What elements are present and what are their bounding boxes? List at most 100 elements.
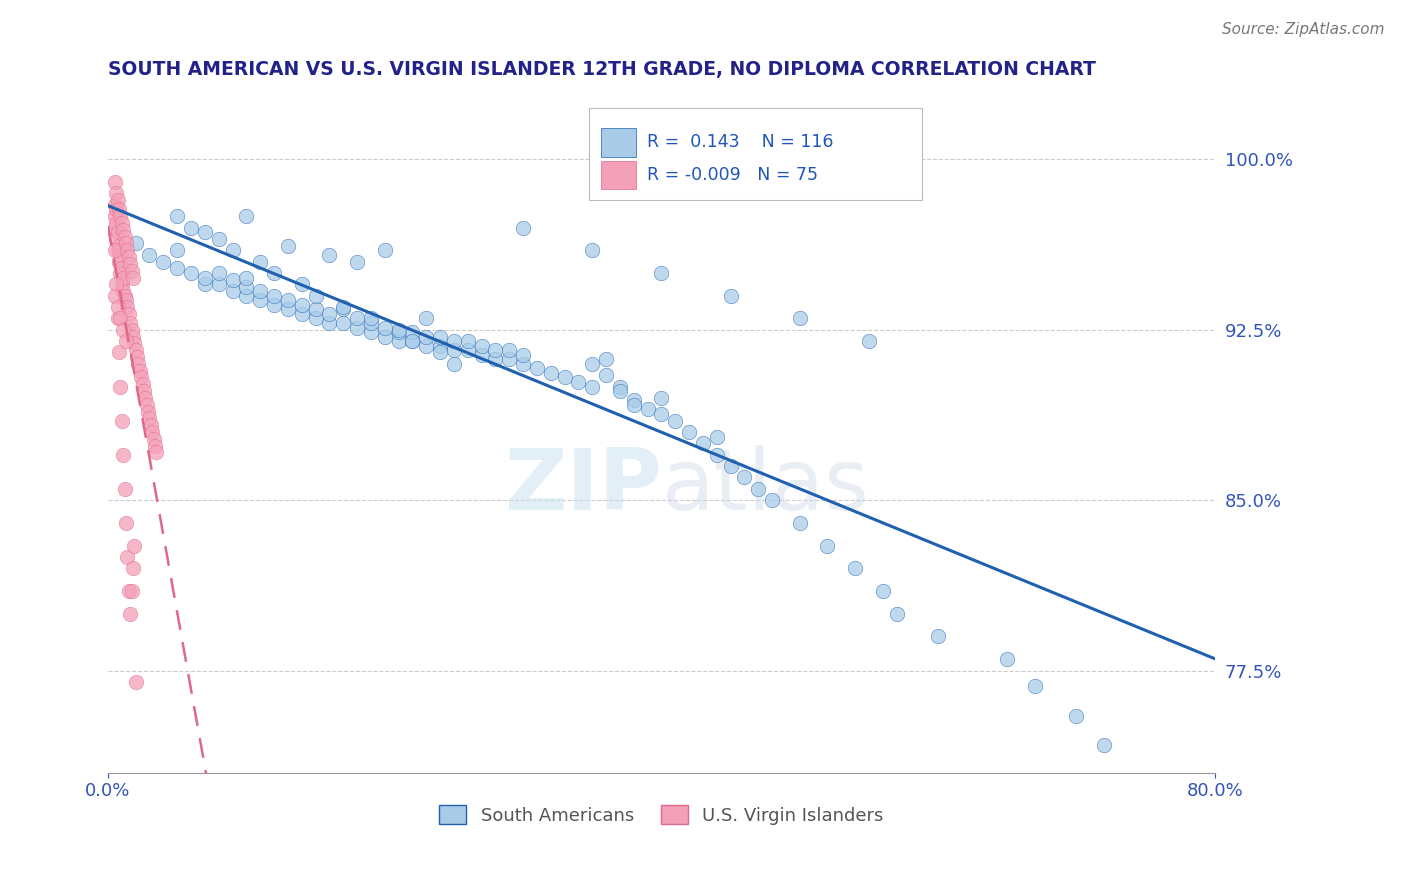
- Point: [135, 398, 157, 412]
- Point: [567, 375, 589, 389]
- Point: [112, 270, 135, 285]
- Point: [107, 225, 129, 239]
- Point: [138, 411, 160, 425]
- Point: [129, 370, 152, 384]
- Point: [194, 225, 217, 239]
- Point: [277, 293, 299, 308]
- Point: [117, 549, 139, 564]
- Point: [595, 368, 617, 383]
- Point: [498, 343, 520, 358]
- Point: [789, 516, 811, 530]
- Point: [733, 470, 755, 484]
- Point: [107, 300, 129, 314]
- Point: [152, 254, 174, 268]
- Point: [387, 325, 409, 339]
- Point: [118, 584, 141, 599]
- Point: [263, 298, 285, 312]
- Point: [277, 238, 299, 252]
- Text: R =  0.143    N = 116: R = 0.143 N = 116: [647, 134, 834, 152]
- Point: [318, 316, 340, 330]
- Point: [134, 391, 156, 405]
- Point: [650, 407, 672, 421]
- Point: [554, 370, 576, 384]
- Point: [136, 404, 159, 418]
- Point: [235, 270, 257, 285]
- Point: [131, 377, 153, 392]
- Point: [120, 607, 142, 621]
- Point: [761, 493, 783, 508]
- Point: [120, 257, 142, 271]
- Point: [166, 244, 188, 258]
- Point: [387, 334, 409, 348]
- Point: [581, 244, 603, 258]
- Point: [457, 343, 479, 358]
- FancyBboxPatch shape: [589, 108, 921, 201]
- Point: [401, 334, 423, 348]
- Point: [498, 352, 520, 367]
- Point: [105, 277, 128, 292]
- Point: [650, 266, 672, 280]
- Point: [105, 216, 128, 230]
- Point: [609, 384, 631, 398]
- Point: [443, 334, 465, 348]
- Point: [927, 630, 949, 644]
- Text: Source: ZipAtlas.com: Source: ZipAtlas.com: [1222, 22, 1385, 37]
- Point: [720, 459, 742, 474]
- Point: [235, 289, 257, 303]
- Point: [623, 398, 645, 412]
- Point: [346, 254, 368, 268]
- Point: [118, 250, 141, 264]
- Point: [120, 316, 142, 330]
- Point: [249, 254, 271, 268]
- Point: [1024, 680, 1046, 694]
- Point: [115, 236, 138, 251]
- Point: [117, 300, 139, 314]
- Point: [141, 425, 163, 439]
- Point: [263, 289, 285, 303]
- Point: [623, 393, 645, 408]
- Point: [121, 264, 143, 278]
- Point: [127, 357, 149, 371]
- Point: [332, 316, 354, 330]
- Point: [291, 277, 314, 292]
- Point: [114, 482, 136, 496]
- Point: [277, 302, 299, 317]
- Point: [374, 244, 396, 258]
- Point: [858, 334, 880, 348]
- Point: [429, 339, 451, 353]
- Point: [332, 300, 354, 314]
- Point: [360, 325, 382, 339]
- Point: [145, 445, 167, 459]
- Point: [706, 448, 728, 462]
- Point: [142, 432, 165, 446]
- Point: [118, 307, 141, 321]
- Text: atlas: atlas: [661, 445, 869, 528]
- Point: [194, 277, 217, 292]
- Point: [128, 364, 150, 378]
- Point: [221, 244, 243, 258]
- Point: [249, 293, 271, 308]
- Point: [208, 232, 231, 246]
- Point: [401, 325, 423, 339]
- Point: [121, 323, 143, 337]
- Point: [143, 439, 166, 453]
- Point: [512, 220, 534, 235]
- Point: [886, 607, 908, 621]
- Point: [125, 350, 148, 364]
- Point: [111, 216, 134, 230]
- Point: [111, 277, 134, 292]
- Point: [789, 311, 811, 326]
- Point: [995, 652, 1018, 666]
- Point: [124, 539, 146, 553]
- Point: [249, 284, 271, 298]
- Point: [374, 320, 396, 334]
- Point: [110, 379, 132, 393]
- Point: [678, 425, 700, 439]
- Point: [104, 220, 127, 235]
- Point: [104, 175, 127, 189]
- Point: [318, 307, 340, 321]
- Point: [105, 232, 128, 246]
- Text: SOUTH AMERICAN VS U.S. VIRGIN ISLANDER 12TH GRADE, NO DIPLOMA CORRELATION CHART: SOUTH AMERICAN VS U.S. VIRGIN ISLANDER 1…: [108, 60, 1095, 78]
- Point: [107, 311, 129, 326]
- Point: [110, 248, 132, 262]
